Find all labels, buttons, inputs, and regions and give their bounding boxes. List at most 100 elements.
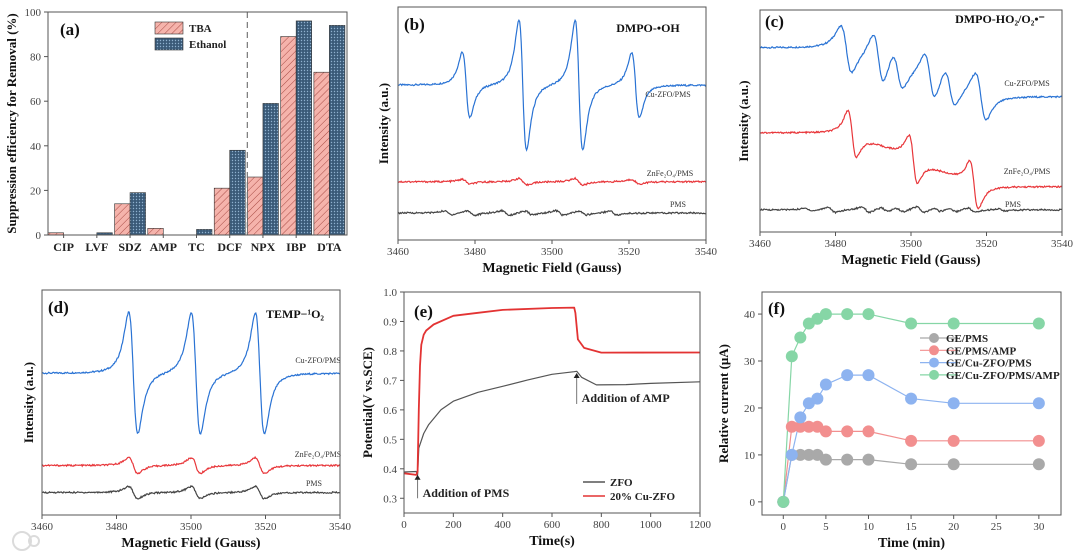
- x-tick-label: 0: [401, 519, 407, 531]
- x-tick-label: 1200: [689, 519, 712, 531]
- y-tick-label: 0.5: [383, 434, 397, 446]
- data-point-ge-cu-zfo-pms-amp: [794, 331, 807, 344]
- x-tick-label: 15: [906, 521, 918, 533]
- legend-marker: [929, 333, 939, 343]
- category-label: IBP: [286, 240, 306, 254]
- trace-label: Cu-ZFO/PMS: [295, 356, 340, 365]
- y-tick-label: 20: [30, 185, 42, 197]
- panel-f: GE/PMSGE/PMS/AMPGE/Cu-ZFO/PMSGE/Cu-ZFO/P…: [716, 291, 1062, 551]
- x-tick-label: 3500: [900, 238, 923, 250]
- legend-label: TBA: [189, 23, 212, 35]
- y-tick-label: 40: [30, 141, 42, 153]
- data-point-ge-cu-zfo-pms-amp: [862, 308, 875, 321]
- legend-swatch: [154, 21, 184, 35]
- x-tick-label: 3500: [541, 246, 564, 258]
- x-tick-label: 3520: [618, 246, 641, 258]
- panel-label: (b): [404, 15, 425, 34]
- x-tick-label: 3520: [976, 238, 999, 250]
- bar-ethanol-tc: [196, 229, 213, 236]
- y-axis-title: Intensity (a.u.): [736, 80, 751, 161]
- bar-ethanol-sdz: [129, 192, 146, 236]
- x-axis-title: Time (min): [878, 536, 945, 551]
- x-tick-label: 3540: [695, 246, 718, 258]
- x-tick-label: 3480: [825, 238, 848, 250]
- data-point-ge-cu-zfo-pms-amp: [947, 317, 960, 330]
- x-tick-label: 5: [823, 521, 829, 533]
- x-tick-label: 400: [494, 519, 511, 531]
- data-point-ge-cu-zfo-pms-amp: [1032, 317, 1045, 330]
- x-tick-label: 10: [863, 521, 875, 533]
- trace-label: ZnFe₂O₄/PMS: [647, 169, 693, 178]
- x-axis-title: Magnetic Field (Gauss): [482, 261, 622, 276]
- y-tick-label: 80: [30, 52, 42, 64]
- category-label: CIP: [53, 240, 74, 254]
- panel-title: DMPO-•OH: [616, 21, 680, 35]
- annotation-label: Addition of PMS: [423, 486, 510, 500]
- legend-swatch: [154, 37, 184, 51]
- category-label: AMP: [150, 240, 177, 254]
- data-point-ge-cu-zfo-pms-amp: [841, 308, 854, 321]
- data-point-ge-pms-amp: [841, 425, 854, 438]
- panel-label: (c): [765, 12, 784, 31]
- y-axis-title: Suppression efficiency for Removal (%): [4, 13, 19, 234]
- trace-cu-zfo-pms: [759, 24, 1063, 121]
- x-tick-label: 25: [991, 521, 1003, 533]
- plot-frame: [759, 9, 1063, 233]
- x-tick-label: 600: [544, 519, 561, 531]
- panel-label: (e): [414, 302, 433, 321]
- panel-label: (f): [768, 299, 785, 318]
- trace-label: Cu-ZFO/PMS: [645, 90, 690, 99]
- y-tick-label: 0.3: [383, 493, 397, 505]
- data-point-ge-pms-amp: [947, 434, 960, 447]
- series-line-3: [782, 313, 1039, 502]
- bar-ethanol-ibp: [295, 20, 312, 236]
- data-point-ge-pms-amp: [802, 420, 815, 433]
- data-point-ge-cu-zfo-pms-amp: [905, 317, 918, 330]
- data-point-ge-cu-zfo-pms: [905, 392, 918, 405]
- y-tick-label: 0.8: [383, 346, 397, 358]
- arrow-head-icon: [414, 474, 421, 480]
- arrow-head-icon: [573, 373, 580, 379]
- plot-frame: [41, 289, 341, 516]
- x-tick-label: 3460: [749, 238, 772, 250]
- bar-tba-sdz: [114, 203, 131, 236]
- data-point-ge-cu-zfo-pms: [794, 411, 807, 424]
- trace-znfe-o-pms: [41, 455, 341, 475]
- panel-label: (a): [60, 20, 80, 39]
- data-point-ge-cu-zfo-pms-amp: [777, 495, 790, 508]
- trace-label: ZnFe₂O₄/PMS: [1004, 167, 1050, 176]
- series-20-cu-zfo: [403, 306, 701, 476]
- panel-title: DMPO-HO₂/O₂•⁻: [955, 12, 1045, 26]
- data-point-ge-cu-zfo-pms: [785, 448, 798, 461]
- panel-b: Cu-ZFO/PMS ZnFe₂O₄/PMS PMS 3460 3480 3500 3520…: [376, 6, 718, 276]
- legend-marker: [929, 357, 939, 368]
- data-point-ge-pms-amp: [819, 425, 832, 438]
- category-label: SDZ: [118, 240, 141, 254]
- x-tick-label: 0: [781, 521, 787, 533]
- y-tick-label: 0.9: [383, 316, 397, 328]
- category-label: LVF: [85, 240, 108, 254]
- y-axis-title: Intensity (a.u.): [21, 362, 36, 443]
- data-point-ge-cu-zfo-pms: [947, 397, 960, 410]
- data-point-ge-cu-zfo-pms-amp: [819, 308, 832, 321]
- bar-tba-amp: [147, 228, 164, 236]
- y-tick-label: 20: [744, 403, 756, 415]
- panel-d: Cu-ZFO/PMS ZnFe₂O₄/PMS PMS 3460 3480 3500 3520…: [21, 289, 352, 551]
- y-axis-title: Potential(V vs.SCE): [360, 347, 375, 458]
- x-tick-label: 3540: [329, 521, 352, 533]
- x-axis-title: Magnetic Field (Gauss): [121, 536, 261, 551]
- trace-label: Cu-ZFO/PMS: [1004, 79, 1049, 88]
- panel-title: TEMP−¹O₂: [266, 307, 324, 321]
- trace-pms: [397, 208, 707, 217]
- data-point-ge-pms-amp: [794, 420, 807, 433]
- y-tick-label: 0: [750, 497, 756, 509]
- category-label: TC: [188, 240, 205, 254]
- trace-label: ZnFe₂O₄/PMS: [295, 450, 341, 459]
- data-point-ge-cu-zfo-pms: [1032, 397, 1045, 410]
- panel-a: CIP LVF SDZ AMP TC DCF NPX IBP DTA 0 20 40 60 80 100 Su…: [4, 7, 348, 254]
- x-tick-label: 3480: [106, 521, 129, 533]
- legend-label: GE/PMS/AMP: [946, 345, 1017, 357]
- panel-c: Cu-ZFO/PMS ZnFe₂O₄/PMS PMS 3460 3480 3500 3520…: [736, 9, 1074, 268]
- bar-tba-dta: [313, 71, 330, 236]
- data-point-ge-pms: [802, 448, 815, 461]
